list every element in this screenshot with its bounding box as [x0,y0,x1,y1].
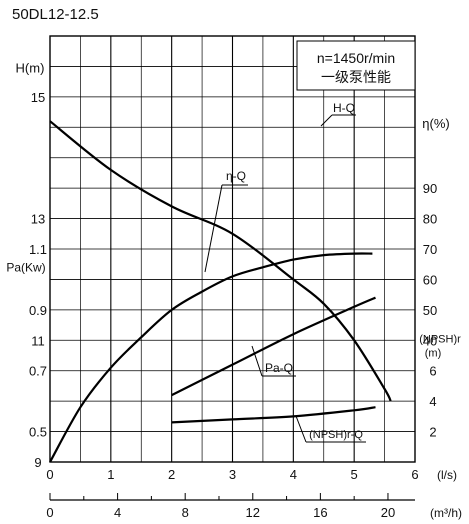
npsh-q-leader [295,415,307,443]
tick-label-eta: 90 [423,181,437,196]
tick-label-eta: 50 [423,303,437,318]
tick-label-x-primary: 5 [351,467,358,482]
tick-label-h: 13 [31,212,45,227]
npsh-q-curve [171,406,376,424]
tick-label-npsh: 6 [429,364,436,379]
chart-axes: H(m)1513119Pa(Kw)1.10.90.70.5η(%)9080706… [6,61,462,520]
tick-label-eta: 80 [423,212,437,227]
tick-label-h: 15 [31,90,45,105]
axis-label-x-primary: (l/s) [437,468,457,482]
tick-label-x-secondary: 4 [114,505,121,520]
axis-label-npsh-unit: (m) [425,348,442,360]
npsh-q-label: (NPSH)r-Q [309,429,363,441]
tick-label-h: 11 [31,333,45,348]
axis-label-x-secondary: (m³/h) [430,506,462,520]
tick-label-npsh: 4 [429,394,436,409]
tick-label-pa: 0.9 [29,303,47,318]
eta-q-label: η-Q [226,169,246,183]
pa-q-label: Pa-Q [265,361,293,375]
axis-label-pa: Pa(Kw) [6,260,45,274]
tick-label-x-primary: 4 [290,467,297,482]
tick-label-x-secondary: 8 [182,505,189,520]
tick-label-eta: 60 [423,272,437,287]
tick-label-x-secondary: 12 [246,505,260,520]
tick-label-x-secondary: 16 [313,505,327,520]
annotation-box [296,40,416,91]
tick-label-npsh: 2 [429,425,436,440]
tick-label-pa: 0.5 [29,425,47,440]
annotation-speed: n=1450r/min [317,50,395,66]
tick-label-x-primary: 0 [46,467,53,482]
tick-label-eta: 70 [423,242,437,257]
tick-label-x-primary: 3 [229,467,236,482]
chart-series [49,120,392,463]
tick-label-x-primary: 6 [411,467,418,482]
tick-label-x-primary: 2 [168,467,175,482]
tick-label-pa: 0.7 [29,364,47,379]
annotation-stage: 一级泵性能 [321,69,391,85]
axis-label-h: H(m) [16,61,45,76]
tick-label-pa: 1.1 [29,242,47,257]
pa-q-leader [251,345,263,377]
pa-q-curve [171,296,376,397]
tick-label-h: 9 [34,455,41,470]
h-q-curve [49,120,392,402]
tick-label-x-secondary: 0 [46,505,53,520]
tick-label-x-secondary: 20 [381,505,395,520]
h-q-label: H-Q [333,101,355,115]
chart-title: 50DL12-12.5 [12,6,99,23]
eta-q-curve [49,252,373,463]
axis-label-eta: η(%) [422,116,449,131]
axis-label-npsh: (NPSH)r [419,334,461,346]
h-q-leader [320,114,333,127]
tick-label-eta: 40 [423,333,437,348]
chart-labels: H-Q η-Q Pa-Q (NPSH)r-Q [204,101,366,443]
chart-grid [49,35,416,463]
tick-label-x-primary: 1 [107,467,114,482]
eta-q-leader [204,184,223,273]
